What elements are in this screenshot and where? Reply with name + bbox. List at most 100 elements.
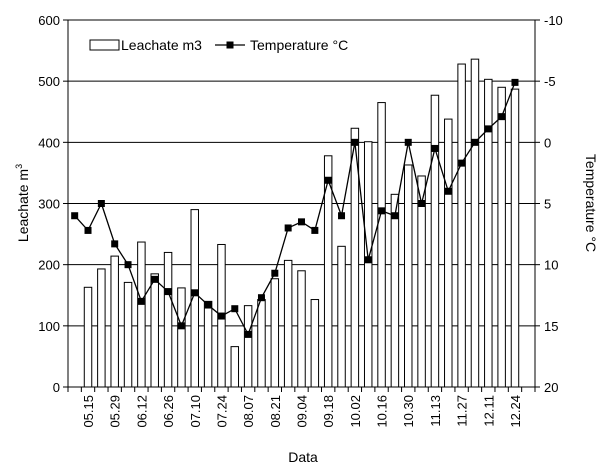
x-tick-label: 09.04	[295, 395, 310, 428]
temperature-point	[351, 138, 359, 146]
temperature-point	[151, 275, 159, 283]
x-tick-label: 06.12	[134, 395, 149, 428]
bar	[497, 86, 506, 388]
temperature-point	[271, 269, 279, 277]
y2-axis-title: Temperature °C	[583, 154, 598, 252]
temperature-point	[191, 289, 199, 297]
y2-tick-label: 5	[544, 197, 551, 212]
temperature-point	[244, 330, 252, 338]
bar	[177, 287, 186, 388]
x-tick-label: 10.30	[401, 395, 416, 428]
bar	[297, 270, 306, 388]
temperature-point	[311, 226, 319, 234]
temperature-point	[378, 207, 386, 215]
legend-label-temperature: Temperature °C	[250, 37, 348, 53]
x-axis-ticks: 05.15 05.29 06.12 06.26 07.10 07.24 08.07 08.21…	[67, 387, 536, 428]
temperature-point	[324, 176, 332, 184]
temperature-point	[404, 138, 412, 146]
temperature-point	[338, 212, 346, 220]
y-tick-label: 200	[38, 258, 60, 273]
temperature-point	[124, 261, 132, 269]
y-tick-label: 400	[38, 135, 60, 150]
temperature-point	[511, 78, 519, 86]
bar	[404, 164, 413, 388]
temperature-point	[177, 322, 185, 330]
bar	[417, 175, 426, 388]
temperature-point	[391, 212, 399, 220]
y2-tick-label: 20	[544, 380, 558, 395]
bar	[457, 63, 466, 388]
temperature-point	[231, 305, 239, 313]
bar	[444, 118, 453, 388]
x-tick-label: 08.07	[241, 395, 256, 428]
bar	[283, 259, 293, 388]
temperature-point	[484, 125, 492, 133]
temperature-point	[84, 226, 92, 234]
bar	[270, 278, 280, 388]
bar	[110, 255, 119, 388]
y-axis-title: Leachate m3	[14, 164, 31, 242]
temperature-line	[74, 82, 516, 337]
y2-tick-label: -10	[544, 13, 563, 28]
line-series-temperature	[71, 78, 519, 338]
bar	[163, 251, 173, 388]
x-tick-label: 08.21	[268, 395, 283, 428]
bar	[137, 241, 146, 388]
y2-tick-label: 15	[544, 319, 558, 334]
x-tick-label: 05.29	[108, 395, 123, 428]
bar	[243, 305, 253, 388]
x-tick-label: 12.24	[508, 395, 523, 428]
bar	[510, 88, 520, 388]
y2-tick-label: -5	[544, 74, 556, 89]
bar	[123, 281, 133, 388]
y-tick-label: 0	[53, 380, 60, 395]
gridlines	[68, 19, 535, 327]
temperature-point	[111, 240, 119, 248]
temperature-point	[164, 288, 172, 296]
bar	[470, 58, 480, 388]
legend-label-leachate: Leachate m3	[121, 37, 202, 53]
temperature-point	[418, 200, 426, 207]
y-tick-label: 100	[38, 319, 60, 334]
temperature-point	[471, 138, 479, 146]
x-tick-label: 05.15	[81, 395, 96, 428]
right-axis-ticks: 20 15 10 5 0 -5 -10	[535, 13, 563, 395]
y-tick-label: 600	[38, 13, 60, 28]
y-axis-title-main: Leachate m	[15, 169, 31, 242]
temperature-point	[458, 159, 466, 167]
x-tick-label: 11.13	[428, 395, 443, 427]
bar	[257, 299, 266, 388]
bar	[83, 286, 93, 388]
x-tick-label: 06.26	[161, 395, 176, 428]
temperature-point	[444, 187, 452, 195]
y2-tick-label: 10	[544, 258, 558, 273]
y-tick-label: 300	[38, 197, 60, 212]
temperature-point	[217, 312, 225, 320]
bar	[230, 346, 240, 388]
bar	[310, 299, 320, 388]
temperature-point	[204, 301, 212, 309]
x-tick-label: 07.10	[188, 395, 203, 428]
y-tick-label: 500	[38, 74, 60, 89]
bar	[363, 141, 373, 388]
legend-bar-swatch	[89, 39, 120, 51]
x-tick-label: 11.27	[455, 395, 470, 427]
temperature-point	[431, 144, 439, 152]
bar	[430, 94, 440, 388]
legend: Leachate m3 Temperature °C	[89, 37, 348, 53]
left-axis-ticks: 0 100 200 300 400 500 600	[38, 13, 68, 395]
x-tick-label: 10.02	[348, 395, 363, 428]
x-tick-label: 12.11	[481, 395, 496, 427]
temperature-point	[364, 256, 372, 264]
y2-tick-label: 0	[544, 135, 551, 150]
legend-marker	[226, 41, 234, 49]
temperature-point	[298, 218, 305, 226]
temperature-point	[498, 113, 506, 121]
x-tick-label: 07.24	[214, 395, 229, 428]
x-tick-label: 09.18	[321, 395, 336, 428]
temperature-point	[137, 297, 145, 305]
temperature-point	[257, 294, 265, 302]
bar	[203, 300, 213, 388]
bar	[377, 102, 386, 388]
